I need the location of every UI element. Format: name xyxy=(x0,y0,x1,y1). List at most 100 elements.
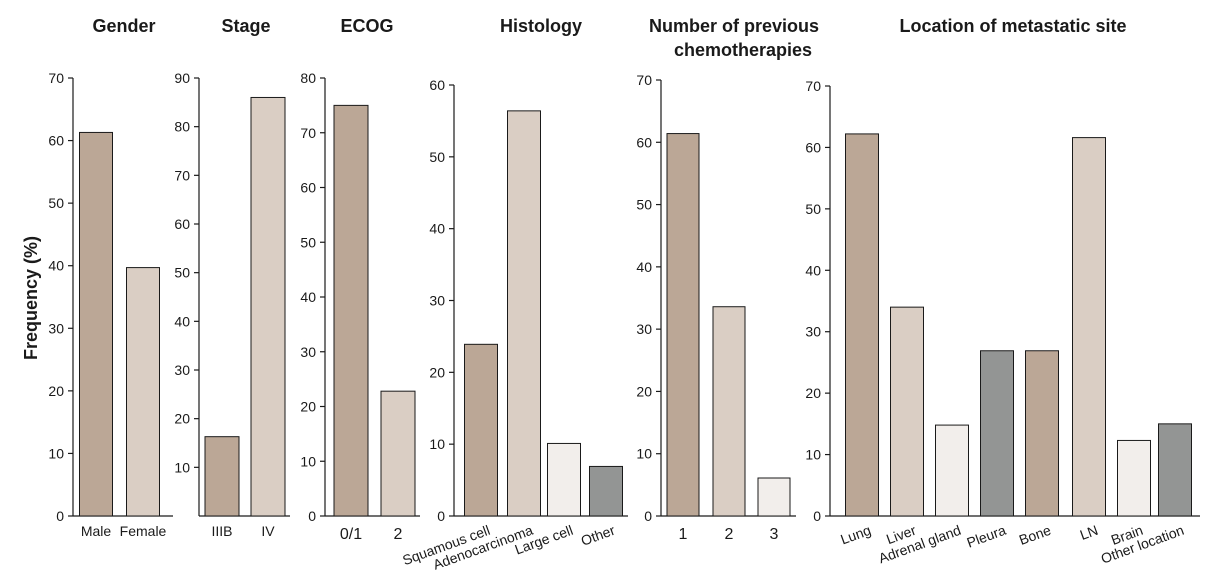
bar xyxy=(845,133,879,517)
bar xyxy=(666,133,700,517)
y-tick-label: 50 xyxy=(300,234,316,250)
y-tick-label: 50 xyxy=(48,195,64,211)
y-tick-label: 10 xyxy=(48,445,64,461)
y-tick-label: 40 xyxy=(636,259,652,275)
y-tick-label: 50 xyxy=(174,265,190,281)
panel-title: Number of previous xyxy=(649,16,819,36)
bar xyxy=(333,104,369,517)
y-tick-label: 50 xyxy=(429,149,445,165)
y-tick-label: 50 xyxy=(636,197,652,213)
panel-title-line-2: chemotherapies xyxy=(674,40,812,60)
y-tick-label: 10 xyxy=(174,459,190,475)
x-tick-label: Female xyxy=(120,523,167,539)
bar xyxy=(380,390,416,517)
bar xyxy=(250,96,286,517)
x-tick-label: IIIB xyxy=(211,523,232,539)
bar xyxy=(547,442,581,517)
y-tick-label: 10 xyxy=(300,453,316,469)
y-tick-label: 60 xyxy=(429,77,445,93)
bar xyxy=(204,436,240,517)
x-tick-label: Pleura xyxy=(965,522,1009,551)
y-tick-label: 20 xyxy=(48,383,64,399)
x-tick-label: 0/1 xyxy=(340,526,362,543)
x-tick-label: 3 xyxy=(770,526,779,543)
bar xyxy=(1025,350,1059,517)
x-tick-label: 2 xyxy=(725,526,734,543)
y-tick-label: 70 xyxy=(174,167,190,183)
y-axis-label: Frequency (%) xyxy=(21,236,41,360)
y-tick-label: 40 xyxy=(300,289,316,305)
bar xyxy=(1072,137,1106,517)
y-tick-label: 10 xyxy=(636,446,652,462)
panel-location-of-metastatic-site: Location of metastatic site 0 10 20 30 40 50 60… xyxy=(805,16,1200,567)
x-tick-label: Other xyxy=(579,522,618,549)
y-tick-label: 10 xyxy=(805,447,821,463)
panel-ecog: ECOG 0 10 20 30 40 50 60 70 80 0/1 2 xyxy=(300,16,420,543)
bar xyxy=(757,477,791,517)
y-tick-label: 30 xyxy=(805,324,821,340)
y-tick-label: 20 xyxy=(174,411,190,427)
y-tick-label: 80 xyxy=(300,70,316,86)
bar xyxy=(507,110,541,517)
y-tick-label: 80 xyxy=(174,119,190,135)
y-tick-label: 40 xyxy=(429,221,445,237)
panel-stage: Stage 10 20 30 40 50 60 70 80 90 IIIB IV xyxy=(174,16,290,539)
panel-title: Gender xyxy=(92,16,155,36)
bar xyxy=(589,465,623,517)
y-tick-label: 20 xyxy=(429,364,445,380)
x-tick-label: IV xyxy=(261,523,275,539)
bar xyxy=(464,343,498,517)
x-tick-label: Other location xyxy=(1099,522,1186,567)
x-tick-label: 1 xyxy=(679,526,688,543)
x-tick-label: Lung xyxy=(838,522,873,548)
y-tick-label: 60 xyxy=(636,134,652,150)
panel-number-of-previous-chemotherapies: Number of previouschemotherapies01020304… xyxy=(636,16,819,543)
x-tick-label: Bone xyxy=(1017,522,1053,548)
y-tick-label: 20 xyxy=(636,383,652,399)
y-tick-label: 90 xyxy=(174,70,190,86)
y-tick-label: 0 xyxy=(56,508,64,524)
bar xyxy=(712,306,746,517)
y-tick-label: 40 xyxy=(174,313,190,329)
y-tick-label: 20 xyxy=(300,399,316,415)
bar xyxy=(126,267,160,517)
bar xyxy=(935,424,969,517)
bar xyxy=(980,350,1014,517)
y-tick-label: 30 xyxy=(429,293,445,309)
y-tick-label: 0 xyxy=(813,508,821,524)
bar xyxy=(1117,439,1151,517)
y-tick-label: 60 xyxy=(48,133,64,149)
y-tick-label: 40 xyxy=(805,262,821,278)
x-tick-label: 2 xyxy=(394,526,403,543)
y-tick-label: 0 xyxy=(437,508,445,524)
y-tick-label: 30 xyxy=(48,320,64,336)
y-tick-label: 60 xyxy=(805,139,821,155)
y-tick-label: 60 xyxy=(300,180,316,196)
panel-gender: Gender 0 10 20 30 40 50 60 70 Male Female xyxy=(48,16,173,539)
y-tick-label: 30 xyxy=(636,321,652,337)
bar xyxy=(890,306,924,517)
panel-title: Histology xyxy=(500,16,582,36)
y-tick-label: 70 xyxy=(300,125,316,141)
y-tick-label: 30 xyxy=(300,344,316,360)
y-tick-label: 30 xyxy=(174,362,190,378)
y-tick-label: 70 xyxy=(636,72,652,88)
x-tick-label: Male xyxy=(81,523,112,539)
y-tick-label: 10 xyxy=(429,436,445,452)
bar xyxy=(1158,423,1192,517)
y-tick-label: 50 xyxy=(805,201,821,217)
panel-title: Location of metastatic site xyxy=(899,16,1126,36)
panel-title: Stage xyxy=(221,16,270,36)
y-tick-label: 40 xyxy=(48,258,64,274)
panel-title: ECOG xyxy=(340,16,393,36)
y-tick-label: 60 xyxy=(174,216,190,232)
bar xyxy=(79,131,113,517)
y-tick-label: 70 xyxy=(48,70,64,86)
x-tick-label: LN xyxy=(1078,522,1100,543)
y-tick-label: 0 xyxy=(644,508,652,524)
y-tick-label: 70 xyxy=(805,78,821,94)
y-tick-label: 20 xyxy=(805,385,821,401)
y-tick-label: 0 xyxy=(308,508,316,524)
